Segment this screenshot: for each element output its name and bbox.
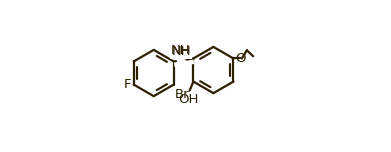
Text: NH: NH xyxy=(171,45,191,58)
Text: OH: OH xyxy=(179,93,199,106)
Text: NH: NH xyxy=(170,44,190,57)
Text: O: O xyxy=(235,52,246,65)
Text: F: F xyxy=(124,78,131,91)
Text: Br: Br xyxy=(175,88,190,101)
